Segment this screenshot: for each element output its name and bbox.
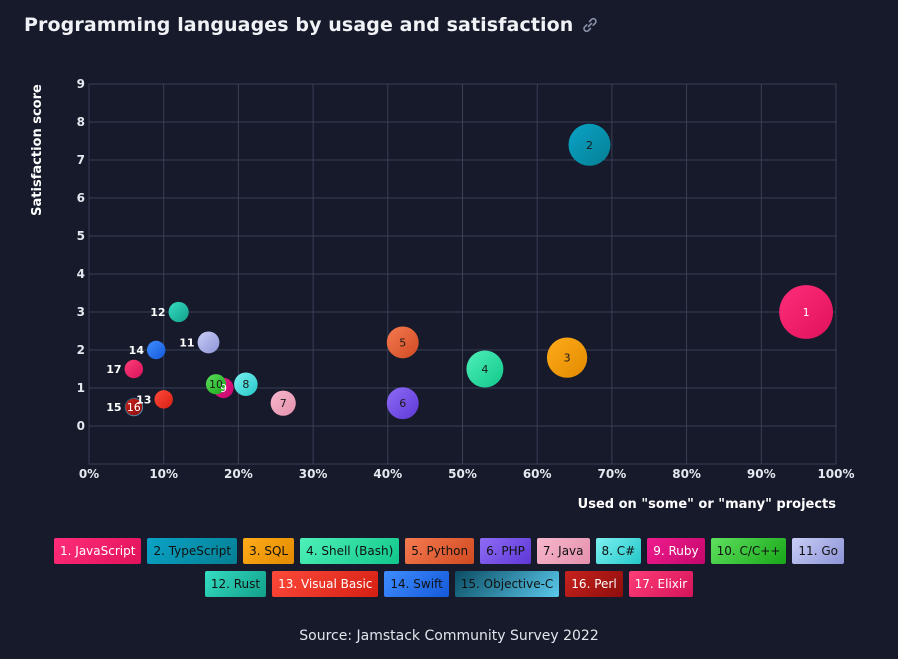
legend-row-2: 12. Rust 13. Visual Basic 14. Swift 15. Obj…	[204, 571, 694, 597]
bubble-8[interactable]	[234, 372, 258, 396]
bubble-12[interactable]	[168, 301, 189, 323]
legend-item-10[interactable]: 10. C/C++	[710, 538, 787, 564]
legend-item-17[interactable]: 17. Elixir	[628, 571, 694, 597]
legend-item-16[interactable]: 16. Perl	[565, 571, 623, 597]
bubble-6[interactable]	[386, 387, 419, 420]
chart-title: Programming languages by usage and satis…	[24, 14, 574, 36]
legend: 1. JavaScript 2. TypeScript 3. SQL 4. Shell…	[0, 538, 898, 597]
legend-row-1: 1. JavaScript 2. TypeScript 3. SQL 4. Shell…	[54, 538, 844, 564]
bubble-2[interactable]	[568, 123, 611, 166]
x-tick-label: 30%	[299, 467, 328, 481]
bubble-label-5: 5	[399, 336, 406, 349]
link-icon[interactable]	[581, 16, 599, 34]
bubble-label-2: 2	[586, 139, 593, 152]
y-tick-label: 6	[77, 191, 85, 205]
bubble-label-1: 1	[803, 306, 810, 319]
bubble-14[interactable]	[146, 340, 166, 360]
x-tick-label: 40%	[373, 467, 402, 481]
y-tick-label: 7	[77, 153, 85, 167]
bubble-label-13: 13	[136, 393, 151, 406]
bubble-label-8: 8	[242, 378, 249, 391]
bubble-4[interactable]	[466, 350, 504, 388]
x-tick-label: 100%	[817, 467, 854, 481]
x-tick-label: 70%	[598, 467, 627, 481]
x-tick-label: 50%	[448, 467, 477, 481]
bubble-label-17: 17	[106, 363, 121, 376]
legend-item-11[interactable]: 11. Go	[792, 538, 844, 564]
bubble-label-7: 7	[280, 397, 287, 410]
bubble-label-4: 4	[481, 363, 488, 376]
bubble-label-16: 16	[127, 401, 141, 414]
legend-item-13[interactable]: 13. Visual Basic	[272, 571, 379, 597]
bubble-label-3: 3	[564, 352, 571, 365]
legend-item-7[interactable]: 7. Java	[536, 538, 590, 564]
y-tick-label: 5	[77, 229, 85, 243]
y-tick-label: 1	[77, 381, 85, 395]
bubble-label-6: 6	[399, 397, 406, 410]
bubble-label-12: 12	[150, 306, 165, 319]
legend-item-5[interactable]: 5. Python	[405, 538, 475, 564]
y-tick-label: 3	[77, 305, 85, 319]
source-note: Source: Jamstack Community Survey 2022	[299, 628, 599, 644]
x-axis-label: Used on "some" or "many" projects	[578, 497, 837, 512]
bubble-1[interactable]	[779, 285, 833, 339]
y-tick-label: 8	[77, 115, 85, 129]
grid-lines	[88, 83, 837, 465]
legend-item-8[interactable]: 8. C#	[595, 538, 642, 564]
x-tick-label: 80%	[672, 467, 701, 481]
legend-item-4[interactable]: 4. Shell (Bash)	[300, 538, 400, 564]
y-tick-label: 4	[77, 267, 85, 281]
bubble-16[interactable]	[125, 398, 143, 416]
legend-item-15[interactable]: 15. Objective-C	[454, 571, 560, 597]
bubble-label-9: 9	[220, 382, 227, 395]
legend-item-6[interactable]: 6. PHP	[480, 538, 531, 564]
x-tick-label: 90%	[747, 467, 776, 481]
x-tick-label: 20%	[224, 467, 253, 481]
y-tick-labels: 0 1 2 3 4 5 6 7 8 9	[77, 77, 85, 433]
bubble-label-11: 11	[179, 336, 194, 349]
legend-item-12[interactable]: 12. Rust	[204, 571, 267, 597]
legend-item-3[interactable]: 3. SQL	[243, 538, 295, 564]
bubble-10[interactable]	[205, 374, 227, 395]
y-tick-label: 2	[77, 343, 85, 357]
bubble-13[interactable]	[154, 390, 173, 409]
bubble-5[interactable]	[386, 326, 419, 359]
legend-item-14[interactable]: 14. Swift	[384, 571, 449, 597]
chart-title-row: Programming languages by usage and satis…	[24, 14, 599, 36]
bubble-3[interactable]	[546, 337, 588, 378]
bubble-17[interactable]	[124, 359, 144, 379]
bubble-7[interactable]	[270, 390, 296, 416]
y-axis-label: Satisfaction score	[30, 84, 45, 216]
bubble-label-14: 14	[129, 344, 145, 357]
legend-item-1[interactable]: 1. JavaScript	[54, 538, 142, 564]
bubble-label-10: 10	[209, 378, 223, 391]
bubble-11[interactable]	[197, 331, 220, 354]
y-tick-label: 9	[77, 77, 85, 91]
y-tick-label: 0	[77, 419, 85, 433]
x-tick-labels: 0% 10% 20% 30% 40% 50% 60% 70% 80% 90% 100%	[79, 467, 855, 481]
legend-item-9[interactable]: 9. Ruby	[647, 538, 705, 564]
bubble-label-15: 15	[106, 401, 121, 414]
x-tick-label: 60%	[523, 467, 552, 481]
legend-item-2[interactable]: 2. TypeScript	[147, 538, 238, 564]
x-tick-label: 10%	[149, 467, 178, 481]
x-tick-label: 0%	[79, 467, 99, 481]
